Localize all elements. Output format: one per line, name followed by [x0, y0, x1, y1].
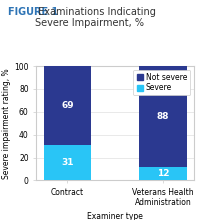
Bar	[139, 167, 187, 180]
Text: 12: 12	[157, 169, 169, 178]
Legend: Not severe, Severe: Not severe, Severe	[134, 70, 190, 95]
Text: FIGURE 1: FIGURE 1	[8, 7, 58, 16]
Bar	[43, 145, 91, 180]
Bar	[43, 66, 91, 145]
Text: 69: 69	[61, 101, 74, 110]
Text: Examinations Indicating
Severe Impairment, %: Examinations Indicating Severe Impairmen…	[35, 7, 156, 28]
Bar	[139, 66, 187, 167]
Text: 88: 88	[157, 112, 169, 121]
X-axis label: Examiner type: Examiner type	[87, 212, 143, 220]
Text: 31: 31	[61, 158, 74, 167]
Y-axis label: Severe impairment rating, %: Severe impairment rating, %	[2, 68, 12, 178]
